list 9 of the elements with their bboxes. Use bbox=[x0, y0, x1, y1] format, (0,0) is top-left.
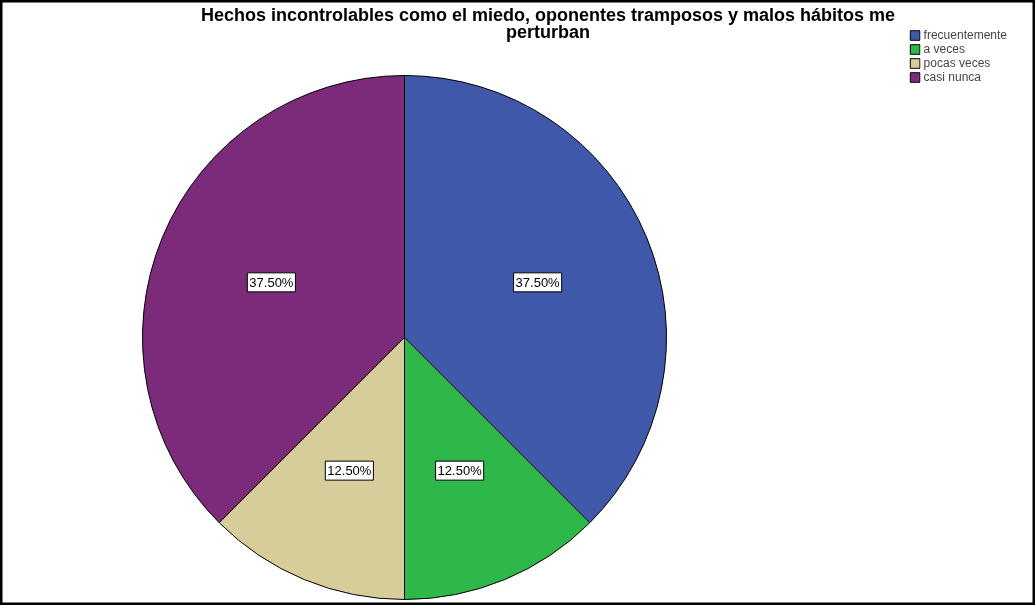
legend-label: a veces bbox=[923, 42, 965, 56]
data-label: 12.50% bbox=[327, 463, 372, 479]
legend-label: frecuentemente bbox=[923, 28, 1007, 42]
legend-label: casi nunca bbox=[923, 70, 981, 84]
data-label: 12.50% bbox=[437, 463, 483, 479]
data-label: 37.50% bbox=[515, 274, 561, 290]
data-label: 37.50% bbox=[249, 274, 294, 290]
legend-label: pocas veces bbox=[923, 56, 991, 70]
chart-title: Hechos incontrolables como el miedo, oponentes tramposos y malos hábitos me perturban bbox=[200, 4, 896, 42]
